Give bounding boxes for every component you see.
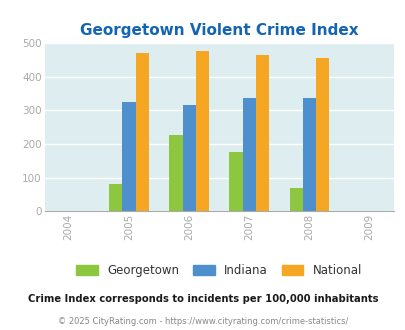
Bar bbox=[182, 105, 195, 211]
Title: Georgetown Violent Crime Index: Georgetown Violent Crime Index bbox=[80, 22, 358, 38]
Bar bbox=[229, 152, 242, 211]
Bar bbox=[242, 98, 255, 211]
Bar bbox=[122, 102, 135, 211]
Text: © 2025 CityRating.com - https://www.cityrating.com/crime-statistics/: © 2025 CityRating.com - https://www.city… bbox=[58, 317, 347, 326]
Bar bbox=[135, 53, 149, 211]
Bar bbox=[315, 58, 328, 211]
Legend: Georgetown, Indiana, National: Georgetown, Indiana, National bbox=[76, 264, 361, 277]
Bar bbox=[289, 188, 302, 211]
Text: Crime Index corresponds to incidents per 100,000 inhabitants: Crime Index corresponds to incidents per… bbox=[28, 294, 377, 304]
Bar bbox=[169, 135, 182, 211]
Bar bbox=[255, 55, 269, 211]
Bar bbox=[302, 98, 315, 211]
Bar bbox=[195, 51, 209, 211]
Bar bbox=[109, 184, 122, 211]
